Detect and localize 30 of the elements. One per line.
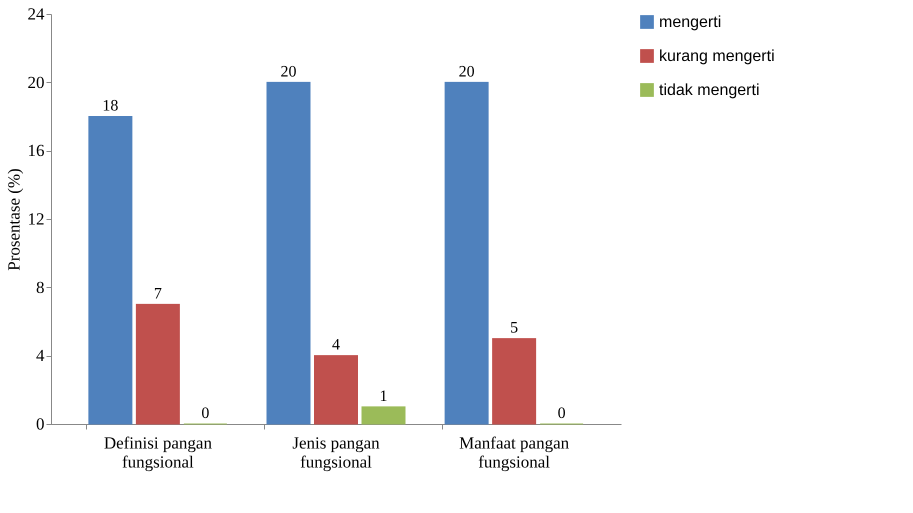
y-tick-label: 8 [36,278,44,297]
y-tick-label: 16 [28,141,44,160]
legend-label: tidak mengerti [659,82,760,99]
bar [314,355,358,424]
x-tick-label: Jenis pangan fungsional [292,434,380,472]
data-label: 0 [201,405,210,422]
data-label: 1 [380,388,388,405]
bar [444,82,489,424]
data-label: 7 [154,285,162,302]
data-label: 5 [510,320,518,337]
legend-label: kurang mengerti [659,48,775,65]
legend-label: mengerti [659,14,722,31]
y-tick-label: 20 [28,72,44,92]
data-label: 0 [558,405,566,422]
data-label: 4 [332,336,340,354]
bar [266,82,310,424]
bar [136,304,180,424]
bar [362,406,406,424]
data-label: 20 [458,63,475,80]
y-tick-label: 0 [36,414,44,434]
data-label: 18 [102,98,118,114]
y-tick-label: 12 [28,210,44,228]
y-tick-label: 4 [36,346,45,366]
y-axis-title: Prosentase (%) [4,168,24,271]
x-tick-label: Manfaat pangan fungsional [459,434,570,472]
bar [88,116,132,424]
bar [492,338,536,424]
x-tick-label: Definisi pangan fungsional [104,434,212,472]
data-label: 20 [280,63,296,80]
y-tick-label: 24 [28,4,45,24]
